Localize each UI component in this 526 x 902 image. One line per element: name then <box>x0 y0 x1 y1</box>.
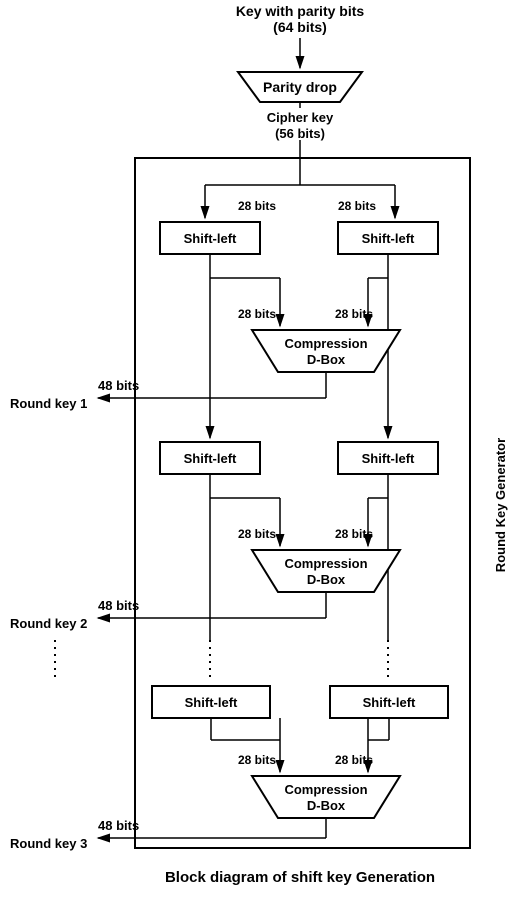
shift-left-label-1a: Shift-left <box>184 231 237 246</box>
compression-label-2b: D-Box <box>307 572 346 587</box>
compression-label-3b: D-Box <box>307 798 346 813</box>
bits28-3b: 28 bits <box>335 527 373 541</box>
round-key-3: Round key 3 <box>10 836 87 851</box>
bits28-1a: 28 bits <box>238 199 276 213</box>
bits28-2b: 28 bits <box>335 307 373 321</box>
round-key-2: Round key 2 <box>10 616 87 631</box>
shift-left-label-2b: Shift-left <box>362 451 415 466</box>
bits28-1b: 28 bits <box>338 199 376 213</box>
compression-label-2a: Compression <box>284 556 367 571</box>
parity-drop-label: Parity drop <box>263 79 337 95</box>
shift-left-label-3b: Shift-left <box>363 695 416 710</box>
bits48-2: 48 bits <box>98 598 139 613</box>
bits28-4b: 28 bits <box>335 753 373 767</box>
bits28-2a: 28 bits <box>238 307 276 321</box>
compression-label-1b: D-Box <box>307 352 346 367</box>
cipher-key-subtitle: (56 bits) <box>275 126 325 141</box>
round-key-1: Round key 1 <box>10 396 87 411</box>
bits48-3: 48 bits <box>98 818 139 833</box>
header-subtitle: (64 bits) <box>273 19 327 35</box>
cipher-key-title: Cipher key <box>267 110 334 125</box>
compression-label-3a: Compression <box>284 782 367 797</box>
bits28-3a: 28 bits <box>238 527 276 541</box>
caption: Block diagram of shift key Generation <box>165 869 435 886</box>
shift-left-label-1b: Shift-left <box>362 231 415 246</box>
side-label: Round Key Generator <box>493 438 508 572</box>
header-title: Key with parity bits <box>236 3 365 19</box>
outer-box <box>135 158 470 848</box>
bits28-4a: 28 bits <box>238 753 276 767</box>
compression-label-1a: Compression <box>284 336 367 351</box>
bits48-1: 48 bits <box>98 378 139 393</box>
shift-left-label-2a: Shift-left <box>184 451 237 466</box>
shift-left-label-3a: Shift-left <box>185 695 238 710</box>
